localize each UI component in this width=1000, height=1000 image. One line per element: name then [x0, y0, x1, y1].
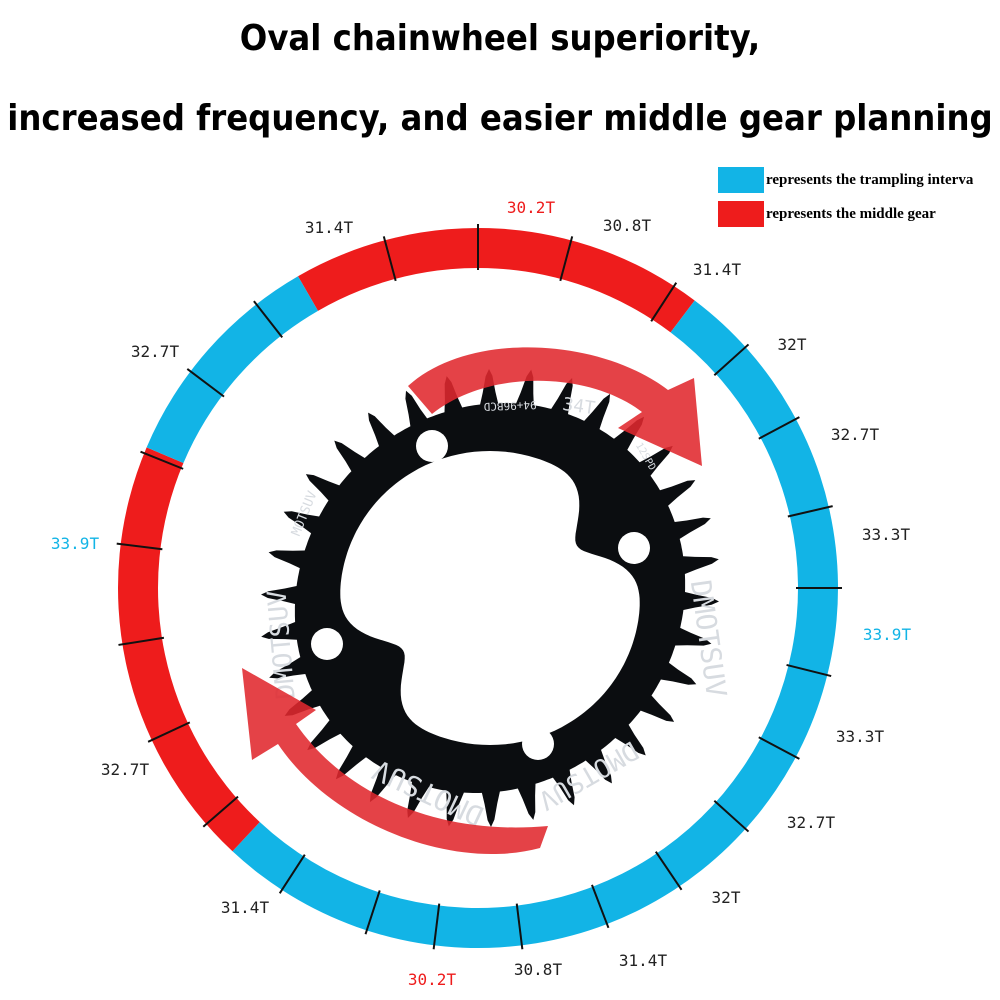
ring-tick: [713, 343, 750, 376]
ring-tick: [786, 663, 832, 678]
ring-label: 33.3T: [836, 727, 885, 746]
ring-label: 30.8T: [514, 960, 563, 979]
ring-ticks: [116, 224, 842, 950]
chainring-teeth-label: 34T: [561, 394, 596, 419]
ring-tick: [253, 300, 284, 339]
ring-tick: [591, 884, 610, 929]
ring-tick: [382, 236, 397, 282]
ring-tick: [364, 890, 381, 935]
ring-tick: [559, 236, 574, 282]
ring-label: 33.9T: [51, 534, 100, 553]
ring-labels: 30.2T 30.8T 31.4T 32T 32.7T 33.3T 33.9T 33.3T 32…: [51, 198, 912, 989]
ring-label: 30.2T: [507, 198, 556, 217]
ring-tick: [202, 795, 239, 828]
ring-label: 31.4T: [221, 898, 270, 917]
ring-label: 32T: [712, 888, 741, 907]
ring-label: 32.7T: [787, 813, 836, 832]
ring-tick: [140, 450, 184, 470]
ring-tick: [654, 851, 683, 891]
ring-tick: [758, 416, 800, 440]
legend-swatch-blue: [718, 167, 764, 193]
chainring-center-hole: [340, 451, 640, 745]
ring-segment-trampling: [146, 276, 318, 463]
ring-tick: [515, 903, 524, 950]
rotation-arrow-bottom: [242, 668, 548, 855]
bolt-hole: [522, 728, 554, 760]
legend-item-middle-gear: represents the middle gear: [718, 200, 998, 228]
ring-label: 31.4T: [619, 951, 668, 970]
ring-tick: [118, 636, 165, 646]
ring-label: 32.7T: [131, 342, 180, 361]
ring-segment-middle-gear: [298, 228, 695, 333]
ring-tick: [432, 903, 441, 950]
legend-label-trampling: represents the trampling interva: [766, 171, 974, 188]
ring-label: 31.4T: [693, 260, 742, 279]
legend-swatch-red: [718, 201, 764, 227]
ring-tick: [116, 542, 163, 551]
bolt-hole: [618, 532, 650, 564]
ring-tick: [787, 505, 833, 518]
rotation-arrows: [242, 347, 702, 855]
legend-label-middle-gear: represents the middle gear: [766, 205, 936, 222]
ring-label: 32.7T: [101, 760, 150, 779]
ring-segment-trampling: [232, 300, 838, 949]
ring-label: 30.2T: [408, 970, 457, 989]
ring-tick: [758, 736, 800, 760]
bolt-hole: [311, 628, 343, 660]
rotation-arrow-top: [408, 347, 702, 466]
ring-tick: [186, 368, 225, 398]
ring-tick: [278, 854, 306, 894]
ring-tick: [713, 800, 750, 833]
bolt-hole: [416, 430, 448, 462]
chainring-bcd-label: 94+96BCD: [483, 398, 536, 413]
title-line-2: increased frequency, and easier middle g…: [7, 98, 993, 139]
ring-segment-middle-gear: [117, 447, 260, 852]
legend-item-trampling: represents the trampling interva: [718, 166, 998, 194]
ring-label: 32T: [778, 335, 807, 354]
ring-label: 30.8T: [603, 216, 652, 235]
ring-tick: [147, 721, 191, 743]
title-line-1: Oval chainwheel superiority,: [239, 18, 761, 59]
ring-label: 33.3T: [862, 525, 911, 544]
ring-tick: [650, 282, 678, 322]
ring-label: 33.9T: [863, 625, 912, 644]
ring-label: 32.7T: [831, 425, 880, 444]
legend: represents the trampling interva represe…: [718, 166, 998, 234]
ring-label: 31.4T: [305, 218, 354, 237]
